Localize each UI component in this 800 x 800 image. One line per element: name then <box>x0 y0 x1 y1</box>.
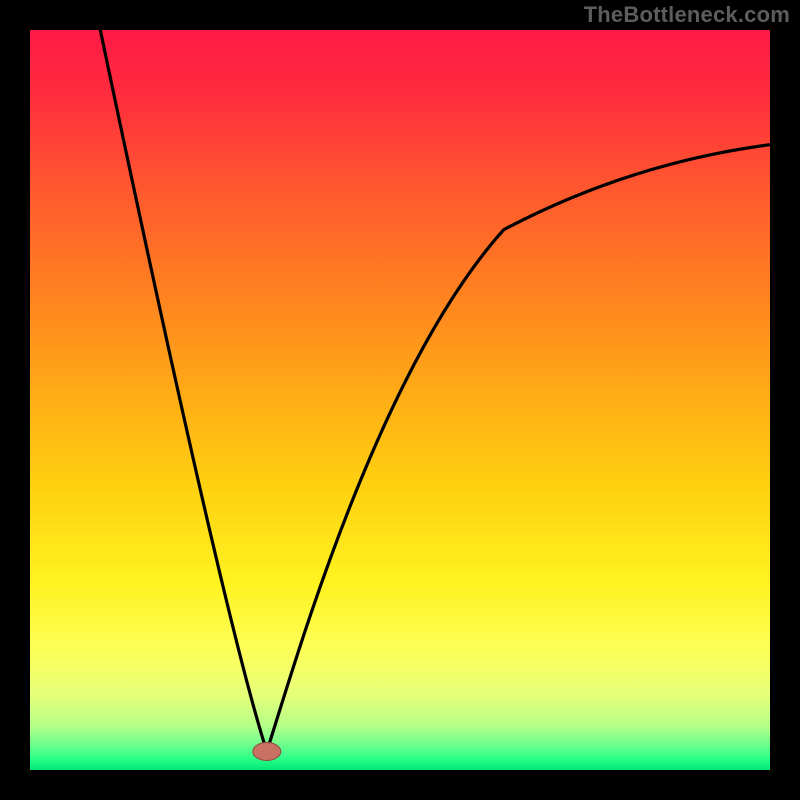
chart-svg <box>0 0 800 800</box>
optimal-point-marker <box>253 743 281 761</box>
plot-area <box>30 30 770 770</box>
watermark-text: TheBottleneck.com <box>584 2 790 28</box>
chart-stage: TheBottleneck.com <box>0 0 800 800</box>
